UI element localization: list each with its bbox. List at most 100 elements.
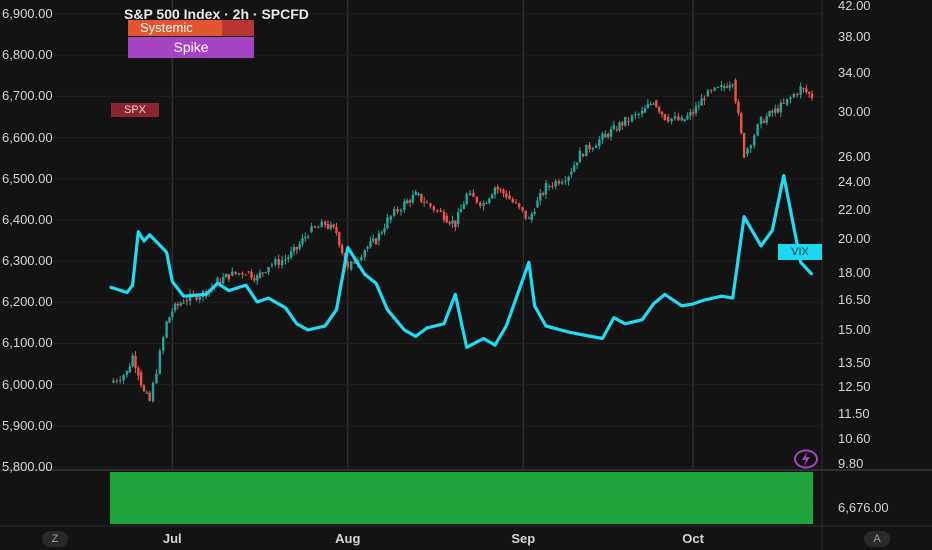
- spx-candle: [462, 204, 466, 209]
- spx-candles: [112, 78, 814, 403]
- vix-point: [256, 301, 258, 303]
- spx-candle: [657, 106, 661, 112]
- spx-candle: [499, 189, 502, 191]
- spx-candle: [782, 102, 785, 104]
- spx-candle: [683, 119, 686, 122]
- left-tick-label: 6,700.00: [2, 88, 53, 104]
- spx-candle: [570, 171, 573, 175]
- auto-scale-button[interactable]: A: [864, 531, 890, 547]
- spx-candle: [372, 238, 375, 242]
- chart-title: S&P 500 Index · 2h · SPCFD: [124, 6, 309, 22]
- spx-candle: [454, 220, 457, 228]
- vix-point: [743, 215, 745, 218]
- right-tick-label: 20.00: [838, 231, 871, 247]
- spx-candle: [380, 232, 383, 234]
- spx-candle: [171, 311, 174, 318]
- vix-point: [811, 273, 813, 276]
- spx-candle: [258, 272, 262, 278]
- spx-candle: [785, 98, 789, 105]
- vix-point: [182, 295, 185, 298]
- spx-candle: [731, 84, 734, 86]
- vix-point: [771, 229, 774, 231]
- left-tick-label: 6,900.00: [2, 6, 53, 21]
- spx-candle: [765, 116, 768, 123]
- spx-candle: [703, 98, 706, 101]
- vix-point: [601, 337, 604, 340]
- spx-candle: [320, 221, 323, 228]
- spx-candle: [131, 355, 134, 367]
- spx-candle: [686, 115, 689, 120]
- spx-candle: [609, 129, 613, 137]
- spx-candle: [436, 210, 439, 212]
- spx-candle: [725, 86, 729, 88]
- spx-candle: [134, 355, 137, 369]
- spx-candle: [746, 148, 749, 155]
- spx-candle: [420, 193, 423, 202]
- spx-candle: [606, 133, 610, 137]
- spx-candle: [168, 317, 171, 323]
- spx-candle: [451, 220, 454, 224]
- spx-candle: [231, 271, 234, 276]
- vix-point: [799, 261, 802, 264]
- vix-point: [307, 329, 309, 331]
- spx-candle: [137, 368, 140, 376]
- spx-candle: [588, 144, 591, 150]
- spx-candle: [762, 121, 766, 123]
- spx-candle: [139, 372, 143, 386]
- spx-candle: [485, 203, 488, 205]
- left-tick-label: 5,800.00: [2, 459, 53, 474]
- spx-candle: [518, 203, 521, 208]
- lower-pane-bar: [110, 472, 813, 524]
- vix-point: [131, 284, 134, 286]
- spx-candle: [710, 90, 713, 92]
- spx-candle: [630, 115, 634, 122]
- spx-candle: [338, 232, 341, 246]
- spx-candle: [742, 133, 746, 158]
- legend-spike[interactable]: Spike: [128, 37, 254, 58]
- spx-candle: [551, 185, 554, 187]
- vix-point: [703, 299, 706, 301]
- spx-candle: [270, 264, 274, 266]
- grid-lines: [0, 0, 822, 470]
- spx-candle: [267, 266, 270, 273]
- z-button[interactable]: Z: [42, 531, 68, 547]
- spx-candle: [216, 278, 219, 285]
- lightning-bolt-icon[interactable]: [793, 449, 819, 469]
- spx-candle: [179, 303, 182, 306]
- spx-candle: [304, 236, 307, 239]
- vix-point: [454, 293, 457, 296]
- vix-point: [228, 289, 230, 292]
- legend-systemic[interactable]: Systemic: [128, 20, 254, 36]
- spx-candle: [807, 92, 811, 94]
- spx-candle: [292, 246, 296, 252]
- spx-candle: [716, 87, 720, 89]
- spx-candle: [332, 224, 335, 228]
- spx-candle: [680, 117, 683, 121]
- spx-candle: [660, 111, 664, 115]
- vix-point: [760, 245, 762, 247]
- vix-point: [296, 323, 298, 325]
- spx-candle: [195, 294, 198, 300]
- spx-candle: [774, 108, 777, 113]
- spx-candle: [317, 227, 320, 229]
- spx-candle: [369, 241, 372, 247]
- spx-candle: [247, 271, 250, 273]
- spx-candle: [429, 203, 432, 207]
- vix-point: [126, 291, 128, 294]
- spx-candle: [643, 108, 647, 113]
- spx-candle: [366, 246, 369, 249]
- spx-candle: [490, 194, 494, 199]
- spx-candle: [145, 392, 148, 394]
- spx-candle: [222, 277, 225, 284]
- spx-candle: [544, 183, 548, 195]
- vix-point: [505, 325, 508, 327]
- vix-point: [335, 308, 338, 311]
- spx-candle: [539, 193, 542, 201]
- spx-candle: [329, 224, 332, 229]
- spx-candle: [465, 194, 468, 205]
- spx-candle: [448, 222, 451, 224]
- spx-candle: [389, 215, 392, 220]
- left-tick-label: 5,900.00: [2, 417, 53, 433]
- vix-point: [579, 333, 581, 336]
- spx-candle: [756, 124, 759, 136]
